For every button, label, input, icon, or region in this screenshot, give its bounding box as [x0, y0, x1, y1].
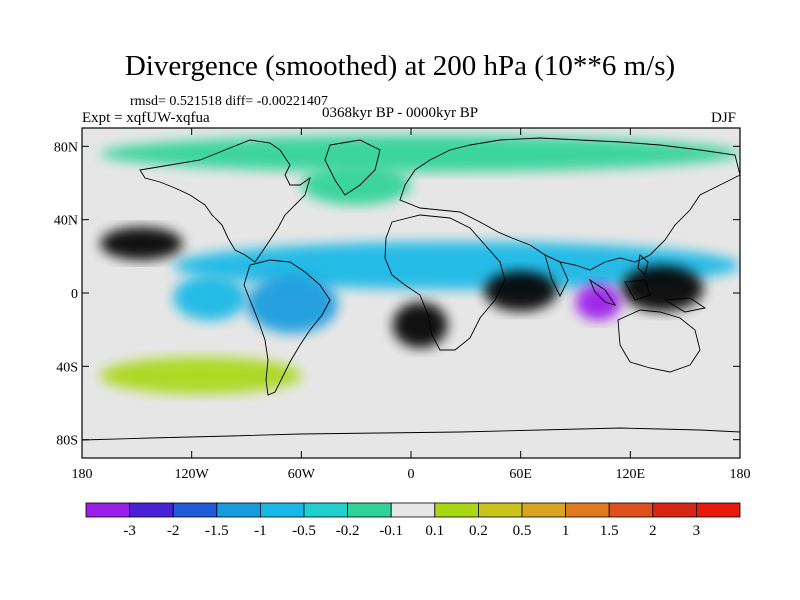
colorbar-swatch	[172, 502, 218, 518]
lon-tick-label: 60W	[288, 467, 316, 482]
colorbar-swatch	[477, 502, 523, 518]
colorbar-swatch	[652, 502, 697, 518]
colorbar-label: 1.5	[600, 523, 619, 539]
field-southern-ocean-green	[100, 357, 302, 394]
lat-tick-label: 40S	[56, 360, 78, 375]
colorbar-label: 3	[693, 523, 701, 539]
lon-tick-label: 120E	[616, 467, 646, 482]
colorbar-label: -0.2	[336, 523, 360, 539]
coast-australia	[617, 309, 701, 373]
coast-sumatra	[589, 278, 617, 306]
lat-tick-label: 40N	[54, 214, 78, 229]
divergence-field	[100, 135, 740, 394]
season-label: DJF	[711, 110, 737, 126]
stats-line: rmsd= 0.521518 diff= -0.00221407	[130, 94, 328, 109]
coast-greenland	[324, 139, 381, 196]
coast-antarctica	[82, 427, 740, 441]
lon-tick-label: 60E	[509, 467, 532, 482]
plot-title: Divergence (smoothed) at 200 hPa (10**6 …	[124, 50, 676, 82]
field-east-pacific-cyan	[173, 274, 247, 321]
colorbar-label: -2	[167, 523, 180, 539]
colorbar-swatch	[129, 502, 174, 518]
colorbar-swatch	[303, 502, 348, 518]
colorbar-swatch	[259, 502, 305, 518]
period-label: 0368kyr BP - 0000kyr BP	[322, 105, 479, 121]
field-arctic-cyan	[100, 135, 740, 173]
colorbar-label: -0.1	[379, 523, 403, 539]
coast-philippines	[637, 254, 649, 276]
field-indian-ocean-orange	[484, 271, 558, 312]
colorbar-swatch	[216, 502, 261, 518]
colorbar-swatch	[696, 502, 741, 518]
coastlines	[82, 137, 740, 441]
colorbar-swatch	[434, 502, 479, 518]
colorbar-swatch	[521, 502, 566, 518]
coast-india	[544, 254, 569, 298]
colorbar-label: -3	[123, 523, 136, 539]
field-north-atlantic-cyan	[301, 164, 411, 205]
colorbar-swatch	[565, 502, 610, 518]
longitude-ticks: 180 120W 60W 0 60E 120E 180	[72, 128, 751, 482]
colorbar-label: -1	[254, 523, 267, 539]
latitude-ticks: 80N 40N 0 40S 80S	[54, 140, 740, 449]
experiment-label: Expt = xqfUW-xqfua	[82, 110, 210, 126]
field-plot-area: 80N 40N 0 40S 80S 180 120W 60W 0 60E 120E 180	[54, 127, 751, 482]
colorbar-swatch	[390, 502, 436, 518]
field-north-pacific-orange	[100, 227, 183, 260]
colorbar-swatch	[85, 502, 130, 518]
lon-tick-label: 180	[72, 467, 93, 482]
colorbar-swatch	[608, 502, 654, 518]
coast-south-america	[243, 259, 331, 396]
lat-tick-label: 80S	[56, 434, 78, 449]
coast-borneo	[624, 279, 651, 301]
colorbar-label: 0.5	[513, 523, 532, 539]
colorbar-label: 1	[562, 523, 570, 539]
coast-africa	[384, 214, 506, 351]
lon-tick-label: 120W	[175, 467, 210, 482]
colorbar-label: -1.5	[205, 523, 229, 539]
colorbar-swatch	[347, 502, 392, 518]
colorbar: -3 -2 -1.5 -1 -0.5 -0.2 -0.1 0.1 0.2 0.5 1 1.5 2 3	[85, 502, 741, 539]
lat-tick-label: 0	[71, 287, 78, 302]
lat-tick-label: 80N	[54, 140, 78, 155]
field-west-pacific-red	[621, 265, 704, 312]
field-tropical-blue-band	[173, 241, 740, 290]
field-indian-purple-core	[575, 283, 622, 321]
field-south-america-blue	[246, 274, 338, 334]
colorbar-label: 0.1	[425, 523, 444, 539]
coast-eurasia	[399, 137, 740, 271]
coast-new-guinea	[663, 297, 707, 313]
colorbar-label: 0.2	[469, 523, 488, 539]
field-africa-deep-orange	[392, 302, 448, 349]
lon-tick-label: 0	[408, 467, 415, 482]
lon-tick-label: 180	[730, 467, 751, 482]
coast-north-america	[139, 139, 311, 263]
colorbar-label: 2	[649, 523, 657, 539]
colorbar-label: -0.5	[292, 523, 316, 539]
